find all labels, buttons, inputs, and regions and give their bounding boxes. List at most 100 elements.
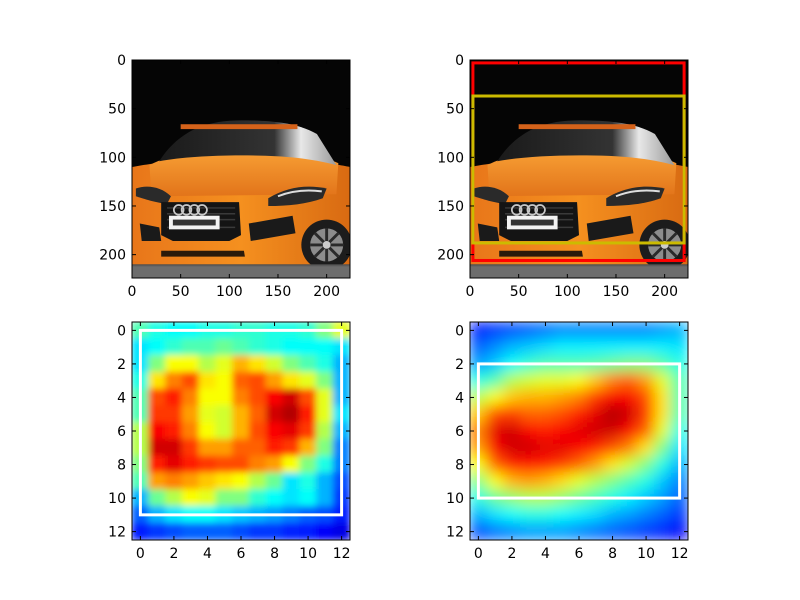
heatmap-cell [620,522,639,540]
y-tick-label: 6 [455,424,464,440]
heatmap-cell [248,422,267,440]
heatmap-cell [181,489,200,507]
heatmap-cell [265,472,284,491]
heatmap-cell [637,505,655,524]
heatmap-cell [637,422,655,440]
heatmap-cell [165,405,183,424]
heatmap-cell [553,371,572,390]
heatmap-cell [553,405,572,424]
heatmap-cell [315,422,334,440]
heatmap-cell [670,338,688,357]
x-tick-label: 0 [474,546,483,562]
heatmap-cell [215,422,234,440]
heatmap-cell [620,371,639,390]
heatmap-cell [570,322,588,340]
heatmap-cell [603,371,622,390]
heatmap-cell [637,322,655,340]
x-tick-label: 10 [299,546,317,562]
heatmap-cell [198,338,217,357]
y-tick-label: 50 [446,102,464,118]
heatmap-cell [503,522,521,540]
heatmap-cell [148,388,167,407]
heatmap-cell [586,322,605,340]
y-tick-label: 0 [117,323,126,339]
heatmap-cell [570,388,588,407]
heatmap-cell [620,455,639,474]
x-tick-label: 0 [136,546,145,562]
heatmap-cell [315,338,334,357]
heatmap-cell [148,355,167,373]
heatmap-cell [165,422,183,440]
heatmap-cell [486,455,505,474]
heatmap-cell [215,455,234,474]
heatmap-cell [165,522,183,540]
y-tick-label: 100 [99,150,126,166]
heatmap-cell [315,438,334,457]
heatmap-cell [299,522,317,540]
heatmap-cell [620,472,639,491]
heatmap-cell [653,472,672,491]
heatmap-cell [148,489,167,507]
heatmap-cell [486,438,505,457]
heatmap-cell [637,438,655,457]
x-tick-label: 150 [603,284,630,300]
y-tick-label: 4 [117,390,126,406]
heatmap-cell [570,405,588,424]
heatmap-cell [553,322,572,340]
heatmap-cell [653,338,672,357]
heatmap-cell [148,522,167,540]
heatmap-cell [198,489,217,507]
x-tick-label: 8 [270,546,279,562]
heatmap-cell [198,355,217,373]
heatmap-cell [603,338,622,357]
heatmap-cell [570,455,588,474]
heatmap-cell [215,355,234,373]
heatmap-cell [586,505,605,524]
heatmap-cell [148,438,167,457]
heatmap-cell [215,522,234,540]
axes-frame [469,59,689,279]
heatmap-cell [653,405,672,424]
heatmap-cell [315,405,334,424]
heatmap-cell [248,455,267,474]
x-tick-label: 50 [510,284,528,300]
heatmap-cell [232,388,250,407]
x-tick-label: 200 [313,284,340,300]
y-tick-label: 2 [455,357,464,373]
heatmap-cell [553,505,572,524]
y-tick-label: 8 [117,458,126,474]
heatmap-cell [519,505,538,524]
heatmap-cell [148,472,167,491]
bounding-box [138,328,344,517]
heatmap-cell [637,455,655,474]
heatmap-cell [315,455,334,474]
heatmap-cell [620,505,639,524]
heatmap-cell [486,322,505,340]
heatmap-cell [519,371,538,390]
heatmap-cell [282,472,301,491]
heatmap-cell [282,438,301,457]
heatmap-cell [586,422,605,440]
heatmap-cell [653,422,672,440]
heatmap-cell [265,489,284,507]
panel-car-image-with-boxes: 0 50 100 150 200 0 50 100 150 200 [437,53,689,300]
heatmap-cell [486,522,505,540]
heatmap-cell [332,522,350,540]
heatmap-cell [299,388,317,407]
heatmap-cell [181,438,200,457]
heatmap-cell [519,455,538,474]
heatmap-cell [282,388,301,407]
heatmap-cell [282,338,301,357]
y-tick-label: 10 [446,491,464,507]
heatmap-cell [586,522,605,540]
heatmap-cell [586,438,605,457]
heatmap-cell [232,355,250,373]
x-tick-label: 6 [575,546,584,562]
y-tick-label: 8 [455,458,464,474]
heatmap-cell [653,455,672,474]
heatmap-cell [637,472,655,491]
x-tick-label: 200 [651,284,678,300]
heatmap-cell [165,472,183,491]
heatmap-cells [132,322,350,540]
heatmap-cell [215,472,234,491]
